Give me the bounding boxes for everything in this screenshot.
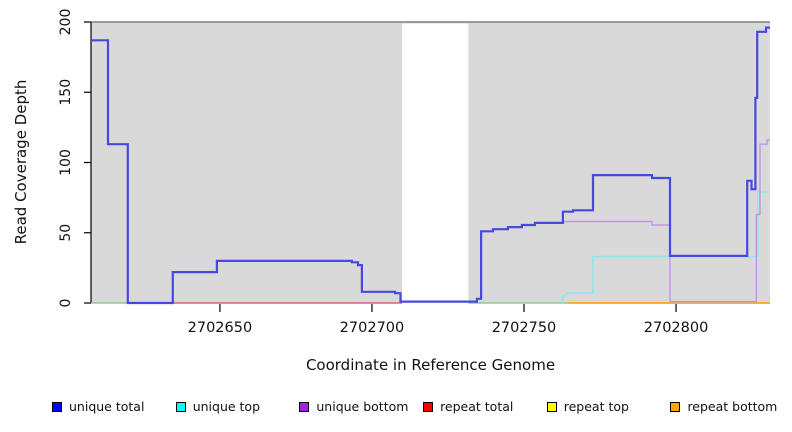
y-tick-label: 0 <box>58 299 74 308</box>
legend-swatch-unique-top <box>175 401 186 412</box>
legend-item-unique-top: unique top <box>175 399 300 414</box>
series-unique-total-line <box>91 26 770 305</box>
legend-item-repeat-total: repeat total <box>423 399 547 414</box>
legend-swatch-repeat-bottom <box>670 401 681 412</box>
series-unique-top-line <box>562 191 770 303</box>
y-tick-label: 100 <box>58 149 74 176</box>
legend-swatch-repeat-total <box>423 401 434 412</box>
x-tick-label: 2702800 <box>644 320 709 336</box>
legend-swatch-repeat-top <box>546 401 557 412</box>
y-tick-label: 200 <box>58 9 74 36</box>
legend: unique total unique top unique bottom repea… <box>52 399 792 414</box>
legend-label: repeat total <box>440 399 514 414</box>
y-axis-title: Read Coverage Depth <box>12 79 30 245</box>
legend-item-unique-bottom: unique bottom <box>299 399 423 414</box>
legend-label: unique top <box>192 399 261 414</box>
y-tick-label: 150 <box>58 79 74 106</box>
legend-label: unique total <box>69 399 145 414</box>
legend-item-unique-total: unique total <box>52 399 176 414</box>
legend-item-repeat-bottom: repeat bottom <box>670 399 792 414</box>
legend-item-repeat-top: repeat top <box>546 399 671 414</box>
legend-swatch-unique-bottom <box>299 401 310 412</box>
x-tick-label: 2702650 <box>188 320 253 336</box>
x-tick-label: 2702700 <box>340 320 405 336</box>
y-tick-label: 50 <box>58 224 74 242</box>
legend-swatch-unique-total <box>52 401 62 412</box>
x-axis-title: Coordinate in Reference Genome <box>305 356 556 374</box>
legend-label: unique bottom <box>316 399 409 414</box>
legend-label: repeat top <box>563 399 629 414</box>
masked-region <box>402 23 469 303</box>
x-tick-label: 2702750 <box>492 320 557 336</box>
legend-label: repeat bottom <box>687 399 778 414</box>
